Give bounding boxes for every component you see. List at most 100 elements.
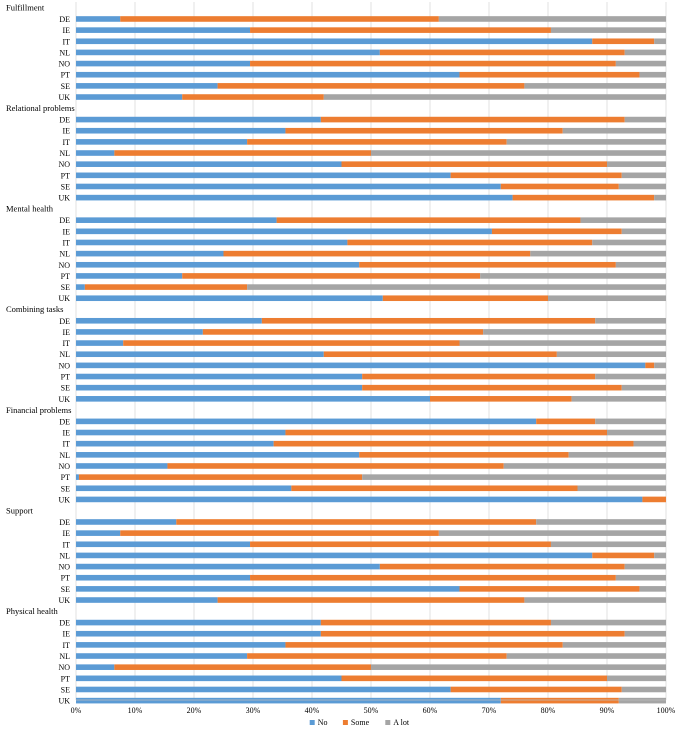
bar-segment-no [76, 429, 286, 436]
bar-segment-some [120, 16, 439, 22]
bar-segment-a-lot [506, 139, 666, 145]
bar-segment-some [182, 273, 481, 279]
category-label: PT [61, 473, 70, 482]
bar-segment-some [285, 429, 607, 436]
group-title-6: Physical health [6, 606, 58, 616]
bar-segment-some [382, 295, 548, 302]
bar-segment-a-lot [580, 217, 666, 223]
category-label: UK [58, 495, 70, 504]
bar-segment-some [592, 552, 655, 559]
bar-segment-a-lot [323, 94, 666, 100]
bar-segment-no [76, 161, 342, 167]
bar-segment-no [76, 38, 593, 45]
x-tick-label: 90% [600, 706, 615, 715]
legend-swatch-no [309, 720, 315, 725]
bar-segment-a-lot [624, 630, 666, 637]
bar-segment-a-lot [607, 429, 666, 436]
bar-segment-a-lot [480, 273, 666, 279]
bar-segment-some [592, 38, 655, 45]
bar-segment-some [323, 351, 557, 358]
bar-segment-no [76, 396, 430, 402]
x-tick-label: 60% [423, 706, 438, 715]
bar-segment-a-lot [654, 194, 666, 201]
legend-swatch-some [342, 720, 348, 725]
bar-segment-a-lot [592, 239, 666, 246]
category-label: DE [59, 216, 70, 225]
bar-segment-a-lot [562, 127, 666, 134]
bar-segment-no [76, 16, 121, 22]
bar-segment-no [76, 485, 292, 492]
category-label: NL [59, 551, 70, 560]
bar-segment-no [76, 284, 85, 290]
bar-segment-a-lot [571, 396, 666, 402]
bar-segment-some [642, 496, 666, 503]
bar-segment-no [76, 172, 451, 179]
category-label: IE [62, 630, 70, 639]
category-label: IE [62, 429, 70, 438]
bar-segment-some [379, 563, 625, 570]
bar-segment-some [250, 574, 616, 581]
bar-segment-no [76, 83, 218, 89]
x-tick-label: 0% [71, 706, 82, 715]
bar-segment-a-lot [550, 541, 666, 548]
category-label: NO [58, 563, 70, 572]
bar-segment-no [76, 317, 262, 324]
bar-segment-a-lot [621, 686, 666, 693]
bar-segment-some [84, 284, 248, 290]
bar-segment-some [320, 116, 625, 123]
bar-segment-no [76, 541, 251, 548]
category-label: SE [61, 484, 70, 493]
bar-segment-no [76, 418, 537, 425]
group-title-4: Financial problems [6, 405, 71, 415]
category-label: UK [58, 395, 70, 404]
bar-segment-a-lot [595, 418, 666, 425]
category-label: UK [58, 294, 70, 303]
bar-segment-a-lot [595, 373, 666, 380]
bar-segment-some [167, 463, 504, 469]
category-label: PT [61, 674, 70, 683]
bar-segment-a-lot [624, 49, 666, 56]
bar-segment-no [76, 697, 501, 704]
legend-label: No [318, 718, 328, 727]
category-label: NO [58, 663, 70, 672]
bar-segment-a-lot [639, 586, 666, 592]
category-label: NO [58, 462, 70, 471]
bar-segment-a-lot [624, 116, 666, 123]
bar-segment-some [450, 686, 622, 693]
bar-segment-some [202, 329, 484, 335]
legend-label: A lot [393, 718, 410, 727]
category-label: SE [61, 585, 70, 594]
bar-segment-a-lot [577, 485, 666, 492]
bar-segment-a-lot [607, 675, 666, 682]
category-label: DE [59, 518, 70, 527]
bar-segment-no [76, 496, 643, 503]
category-label: DE [59, 15, 70, 24]
bar-segment-a-lot [459, 340, 666, 346]
bar-segment-some [247, 653, 507, 659]
bar-segment-some [500, 697, 619, 704]
bar-segment-some [320, 619, 551, 626]
category-label: SE [61, 384, 70, 393]
bar-segment-a-lot [624, 563, 666, 570]
bar-segment-some [250, 27, 551, 33]
bar-segment-no [76, 329, 203, 335]
bar-segment-a-lot [506, 653, 666, 659]
bar-segment-some [362, 373, 596, 380]
bar-segment-no [76, 273, 183, 279]
category-label: NO [58, 361, 70, 370]
category-label: DE [59, 619, 70, 628]
bar-segment-no [76, 295, 383, 302]
bar-segment-a-lot [607, 161, 666, 167]
bar-segment-a-lot [654, 552, 666, 559]
bar-segment-no [76, 49, 380, 56]
bar-segment-no [76, 116, 321, 123]
category-label: PT [61, 272, 70, 281]
bar-segment-a-lot [371, 150, 666, 156]
group-title-2: Mental health [6, 204, 54, 214]
x-tick-label: 100% [657, 706, 676, 715]
bar-segment-some [285, 642, 563, 648]
category-label: PT [61, 71, 70, 80]
x-tick-label: 80% [541, 706, 556, 715]
bar-segment-some [536, 418, 596, 425]
